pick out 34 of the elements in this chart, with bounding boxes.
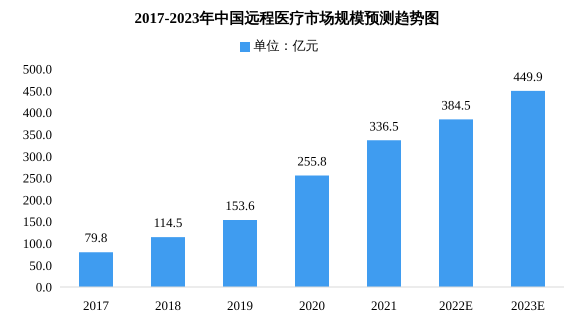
y-tick-label: 350.0	[22, 127, 52, 142]
y-tick-label: 150.0	[22, 214, 52, 230]
x-tick-label: 2020	[299, 298, 325, 314]
data-label: 114.5	[154, 215, 182, 230]
y-tick-label: 450.0	[22, 83, 52, 98]
x-tick-label: 2021	[371, 298, 397, 314]
bar	[511, 90, 545, 287]
x-tick-label: 2023E	[511, 298, 546, 314]
y-tick-label: 400.0	[22, 105, 52, 120]
y-tick-label: 100.0	[22, 236, 52, 252]
legend-label: 单位：亿元	[254, 38, 318, 53]
data-label: 79.8	[84, 230, 108, 246]
y-tick-label: 500.0	[22, 62, 52, 77]
y-tick-label: 0.0	[36, 280, 52, 295]
bar	[79, 252, 113, 287]
data-label: 153.6	[225, 198, 256, 214]
y-tick-label: 300.0	[22, 148, 52, 164]
data-label: 449.9	[513, 68, 543, 84]
chart-title: 2017-2023年中国远程医疗市场规模预测趋势图	[134, 9, 440, 28]
x-tick-label: 2019	[227, 298, 253, 314]
bar	[151, 237, 185, 287]
y-tick-label: 50.0	[29, 258, 52, 273]
data-label: 384.5	[441, 97, 471, 112]
data-label: 336.5	[369, 118, 399, 134]
bar	[367, 140, 401, 287]
data-label: 255.8	[297, 153, 327, 168]
x-tick-label: 2018	[155, 298, 181, 314]
y-tick-label: 250.0	[22, 170, 52, 186]
x-tick-label: 2017	[83, 298, 110, 314]
bar	[223, 220, 257, 287]
bar	[295, 175, 329, 287]
bar	[439, 119, 473, 287]
y-tick-label: 200.0	[22, 192, 52, 208]
x-tick-label: 2022E	[439, 298, 474, 314]
